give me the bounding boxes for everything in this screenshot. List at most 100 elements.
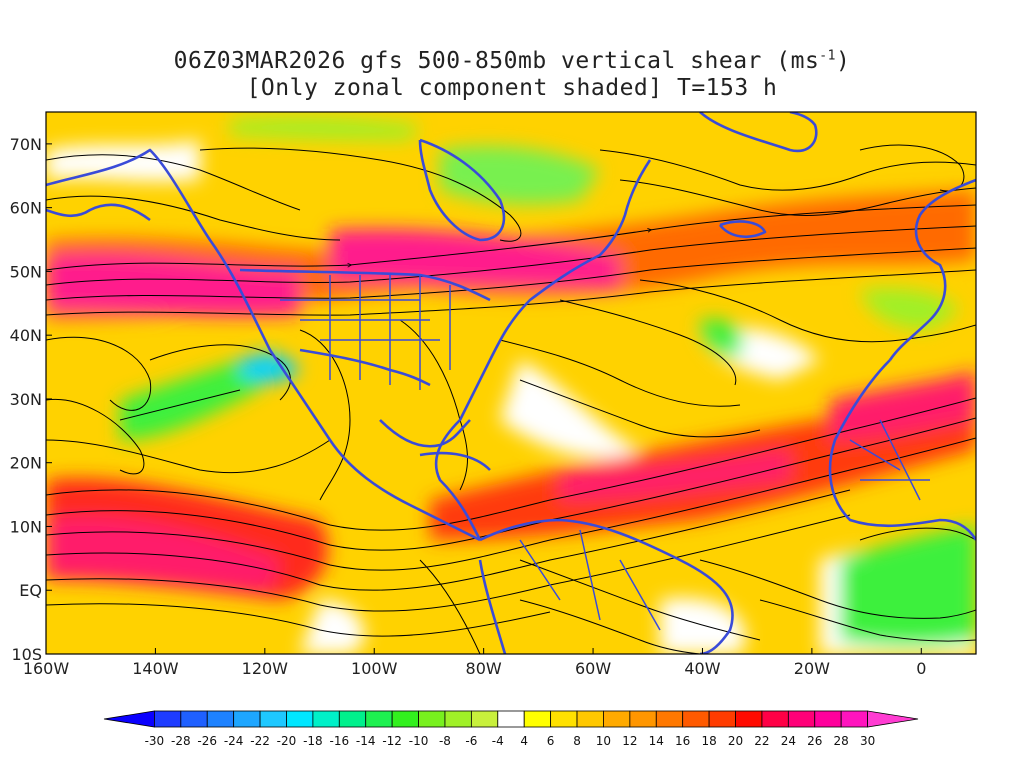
colorbar-label: -26 [197,734,217,748]
lat-label: 30N [10,390,42,409]
streamline [46,269,976,316]
streamline [46,603,551,637]
lat-label: 60N [10,199,42,218]
chart-title-line1: 06Z03MAR2026 gfs 500-850mb vertical shea… [173,48,851,74]
colorbar-cell [312,710,340,728]
colorbar-label: 28 [834,734,849,748]
colorbar-cell [418,710,446,728]
lon-label: 80W [466,659,502,678]
colorbar-cell [180,710,208,728]
colorbar-label: -22 [250,734,270,748]
coastline-cuba [419,451,491,471]
streamline [46,195,341,241]
colorbar-label: -10 [409,734,429,748]
streamline [639,279,976,343]
colorbar-cell [655,710,684,728]
coastline-iceland [718,220,767,239]
coastline-gulf-of-mexico [379,419,471,448]
coastline-europe [888,178,976,361]
streamline [46,439,331,474]
lat-label: 20N [10,454,42,473]
colorbar-cell [629,710,657,728]
colorbar-cell [470,710,499,728]
streamline [619,179,976,216]
colorbar-cell [523,710,552,728]
coastline-africa [828,359,976,541]
coastline-alaska [46,203,151,222]
colorbar-label: 30 [860,734,875,748]
colorbar-cell [206,710,235,728]
borders-africa [849,419,930,501]
colorbar-cell [814,710,842,728]
lon-label: 0 [916,659,926,678]
streamline [46,397,976,531]
borders-us-states [280,275,451,390]
coastline-hudson-bay [418,138,506,242]
lon-label: 60W [575,659,611,678]
coastline-north-america-west [46,148,481,542]
colorbar-label: -20 [277,734,297,748]
colorbar-label: 18 [701,734,716,748]
colorbar-cell [154,710,182,728]
streamline [46,336,152,411]
colorbar-cell [444,710,472,728]
lat-label: 50N [10,262,42,281]
colorbar-cell [233,710,261,728]
colorbar-label: -12 [382,734,402,748]
colorbar-cell [787,710,816,728]
colorbar-label: -16 [330,734,350,748]
colorbar-label: -8 [439,734,451,748]
lat-label: 10N [10,517,42,536]
colorbar-label: -14 [356,734,376,748]
map-frame [45,111,977,655]
streamline [46,514,851,612]
colorbar-label: 12 [622,734,637,748]
colorbar-cell [365,710,393,728]
colorbar-cell [497,710,525,728]
colorbar-cell [708,710,736,728]
colorbar-cell [391,710,419,728]
coastline-south-america [479,518,734,654]
border-us-canada [239,268,491,302]
colorbar-cell [259,710,287,728]
lat-label: 40N [10,326,42,345]
streamline [46,225,976,286]
lon-label: 100W [351,659,398,678]
colorbar-label: 20 [728,734,743,748]
streamline [46,398,145,475]
streamline [519,599,701,654]
colorbar-label: 26 [807,734,822,748]
colorbar-cell [603,710,631,728]
streamline [519,559,761,641]
borders-south-america [519,529,661,631]
colorbar-cell [840,710,868,728]
colorbar-cell [735,710,763,728]
streamlines-layer [46,144,976,654]
coastline-greenland [699,112,818,153]
streamline [559,299,737,386]
chart-title-line2: [Only zonal component shaded] T=153 h [246,75,778,101]
colorbar-label: 24 [781,734,796,748]
colorbar-label: 14 [649,734,664,748]
colorbar-label: 4 [520,734,528,748]
lat-label: EQ [19,581,42,600]
streamline [859,527,976,541]
colorbar-cell [550,710,578,728]
colorbar-cell [867,710,919,728]
streamline [759,599,976,642]
colorbar-cell [286,710,314,728]
colorbar-label: -24 [224,734,244,748]
colorbar-label: -28 [171,734,191,748]
colorbar-label: -18 [303,734,323,748]
colorbar-label: -6 [465,734,477,748]
streamline [46,247,976,301]
streamline [599,149,976,191]
streamline [519,379,761,438]
coastline-south-america-west [478,559,507,654]
streamline [699,559,976,619]
colorbar-label: 22 [754,734,769,748]
streamline [46,437,976,571]
colorbar-cell [338,710,367,728]
colorbar-label: -4 [492,734,504,748]
colorbar-label: -30 [145,734,165,748]
